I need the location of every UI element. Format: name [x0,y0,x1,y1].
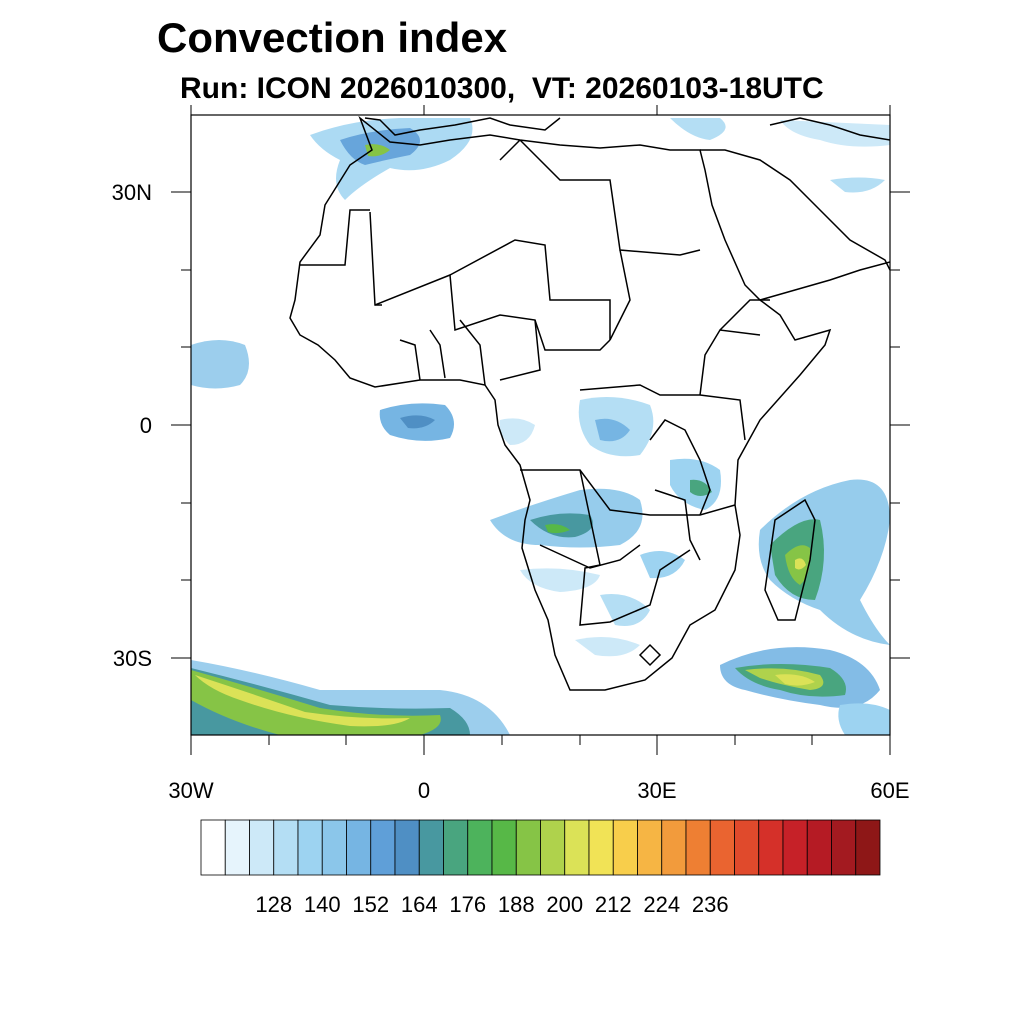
axis-ticks [171,105,910,755]
colorbar-label: 236 [692,892,729,917]
colorbar-swatch [224,819,250,876]
colorbar-swatch [855,819,881,876]
colorbar-labels: 128 140 152 164 176 188 200 212 224 236 [255,892,728,917]
colorbar-swatch [515,819,541,876]
coastlines [289,115,890,691]
colorbar-swatch [782,819,808,876]
colorbar-swatch [443,819,469,876]
colorbar-swatch [564,819,590,876]
colorbar-swatch [418,819,444,876]
colorbar-label: 176 [449,892,486,917]
lon-label-30w: 30W [168,778,213,803]
lat-label-30n: 30N [112,180,152,205]
colorbar-swatch [297,819,323,876]
colorbar-swatch [540,819,566,876]
colorbar-label: 152 [352,892,389,917]
colorbar-label: 188 [498,892,535,917]
colorbar-label: 200 [546,892,583,917]
lon-label-30e: 30E [637,778,676,803]
colorbar-swatch [467,819,493,876]
colorbar-swatch [709,819,735,876]
colorbar-swatch [588,819,614,876]
colorbar-swatch [734,819,760,876]
colorbar-label: 140 [304,892,341,917]
colorbar-swatch [249,819,275,876]
colorbar-swatch [637,819,663,876]
chart-title: Convection index [157,14,508,61]
chart-subtitle: Run: ICON 2026010300, VT: 20260103-18UTC [180,72,824,105]
lon-label-60e: 60E [870,778,909,803]
lat-label-30s: 30S [113,646,152,671]
map-frame [190,114,891,736]
colorbar-swatch [612,819,638,876]
colorbar-label: 164 [401,892,438,917]
colorbar-swatch [200,819,226,876]
colorbar-swatch [685,819,711,876]
lat-label-0: 0 [140,413,152,438]
lon-label-0: 0 [418,778,430,803]
colorbar-swatch [661,819,687,876]
colorbar-swatch [758,819,784,876]
colorbar [200,819,881,876]
colorbar-label: 212 [595,892,632,917]
colorbar-swatch [394,819,420,876]
colorbar-label: 224 [643,892,680,917]
colorbar-swatch [346,819,372,876]
colorbar-swatch [370,819,396,876]
colorbar-swatch [806,819,832,876]
colorbar-label: 128 [255,892,292,917]
colorbar-swatch [321,819,347,876]
colorbar-swatch [831,819,857,876]
convection-field [191,118,890,735]
colorbar-swatch [273,819,299,876]
colorbar-swatch [491,819,517,876]
